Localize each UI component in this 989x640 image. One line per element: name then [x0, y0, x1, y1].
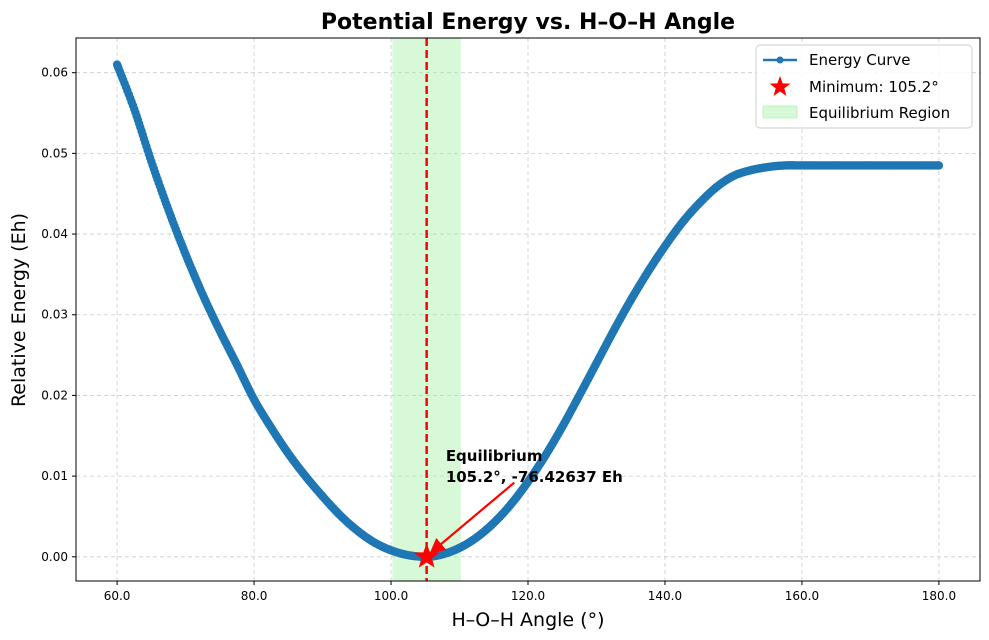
legend-swatch-equilibrium-region [762, 105, 798, 119]
y-tick-label: 0.02 [41, 388, 68, 402]
annotation-label-line1: Equilibrium [446, 447, 543, 465]
annotation-label-line2: 105.2°, -76.42637 Eh [446, 468, 623, 486]
chart-title: Potential Energy vs. H–O–H Angle [321, 10, 735, 35]
annotation-arrow [429, 481, 516, 554]
y-tick-label: 0.05 [41, 146, 68, 160]
x-tick-label: 120.0 [511, 589, 545, 603]
x-tick-label: 100.0 [374, 589, 408, 603]
legend-marker-energy-curve [776, 56, 784, 64]
y-tick-label: 0.06 [41, 66, 68, 80]
y-axis-label: Relative Energy (Eh) [8, 213, 30, 407]
y-tick-label: 0.00 [41, 550, 68, 564]
legend-label-energy-curve: Energy Curve [809, 51, 911, 69]
legend-marker-minimum [769, 76, 791, 96]
x-axis-label: H–O–H Angle (°) [451, 609, 604, 631]
y-tick-label: 0.04 [41, 227, 68, 241]
y-tick-label: 0.01 [41, 469, 68, 483]
x-tick-label: 60.0 [104, 589, 131, 603]
x-tick-label: 180.0 [922, 589, 956, 603]
x-axis-ticks: 60.0 80.0 100.0 120.0 140.0 160.0 180.0 [104, 581, 956, 603]
legend-label-equilibrium-region: Equilibrium Region [809, 104, 950, 122]
minimum-star-marker [413, 543, 440, 568]
energy-curve-points [112, 60, 944, 562]
y-tick-label: 0.03 [41, 308, 68, 322]
x-tick-label: 80.0 [241, 589, 268, 603]
legend: Energy Curve Minimum: 105.2° Equilibrium… [755, 44, 973, 129]
legend-box [755, 44, 973, 129]
plot-area [112, 60, 944, 562]
y-axis-ticks: 0.00 0.01 0.02 0.03 0.04 0.05 0.06 [41, 66, 76, 564]
energy-curve-point [934, 161, 944, 170]
x-tick-label: 140.0 [648, 589, 682, 603]
x-tick-label: 160.0 [785, 589, 819, 603]
legend-label-minimum: Minimum: 105.2° [809, 78, 939, 96]
